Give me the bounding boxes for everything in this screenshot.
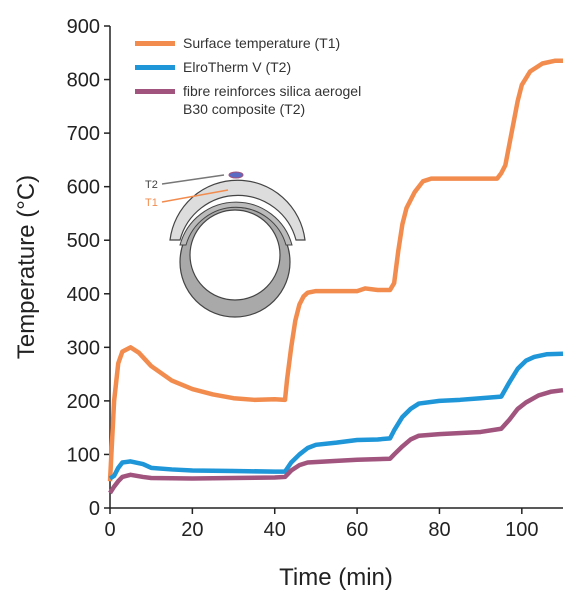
- y-tick-label: 500: [67, 230, 100, 252]
- series-line: [107, 58, 563, 482]
- x-tick-label: 100: [505, 519, 538, 541]
- legend-entry: fibre reinforces silica aerogel B30 comp…: [135, 82, 405, 118]
- x-tick-label: 20: [181, 519, 203, 541]
- x-tick-label: 60: [346, 519, 368, 541]
- legend-swatch: [135, 41, 175, 46]
- y-tick-label: 200: [67, 391, 100, 413]
- annotation: T1: [145, 197, 158, 209]
- legend-entry: Surface temperature (T1): [135, 34, 405, 52]
- inset-pipe: [161, 171, 306, 318]
- legend-label: fibre reinforces silica aerogel B30 comp…: [183, 83, 362, 117]
- y-tick-label: 800: [67, 70, 100, 92]
- series-line: [108, 387, 564, 495]
- annotation: T2: [145, 179, 158, 191]
- x-tick-label: 0: [104, 519, 115, 541]
- x-axis-label: Time (min): [279, 564, 393, 590]
- legend: Surface temperature (T1) ElroTherm V (T2)…: [135, 34, 405, 124]
- legend-entry: ElroTherm V (T2): [135, 58, 405, 76]
- y-tick-label: 600: [67, 177, 100, 199]
- legend-swatch: [135, 89, 175, 94]
- y-tick-label: 100: [67, 444, 100, 466]
- legend-swatch: [135, 65, 175, 70]
- y-tick-label: 0: [89, 498, 100, 520]
- y-axis-label: Temperature (°C): [13, 175, 40, 359]
- x-tick-label: 80: [428, 519, 450, 541]
- legend-label: ElroTherm V (T2): [183, 59, 292, 75]
- x-tick-label: 40: [264, 519, 286, 541]
- series-line: [108, 351, 564, 481]
- legend-label: Surface temperature (T1): [183, 35, 341, 51]
- y-tick-label: 400: [67, 284, 100, 306]
- y-tick-label: 900: [67, 16, 100, 38]
- y-tick-label: 700: [67, 123, 100, 145]
- y-tick-label: 300: [67, 337, 100, 359]
